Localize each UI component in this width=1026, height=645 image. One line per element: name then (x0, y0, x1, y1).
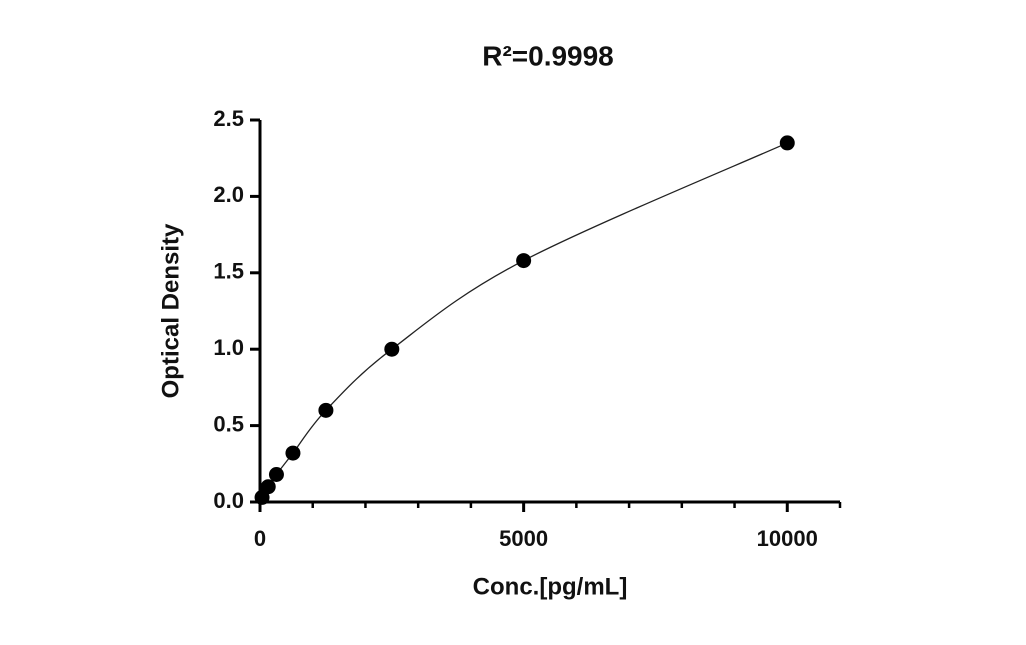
data-point (384, 341, 400, 357)
y-tick-label: 0.5 (213, 411, 244, 436)
x-tick-label: 5000 (499, 526, 548, 551)
x-tick-label: 0 (254, 526, 266, 551)
fit-curve (261, 142, 788, 498)
data-point (779, 135, 795, 151)
y-axis-label: Optical Density (157, 223, 184, 398)
y-tick-label: 1.5 (213, 259, 244, 284)
data-point (516, 253, 532, 269)
y-tick-label: 1.0 (213, 335, 244, 360)
data-point (268, 466, 284, 482)
x-tick-label: 10000 (757, 526, 818, 551)
y-tick-label: 2.0 (213, 182, 244, 207)
y-tick-label: 2.5 (213, 106, 244, 131)
data-point (318, 402, 334, 418)
data-point (285, 445, 301, 461)
y-tick-label: 0.0 (213, 488, 244, 513)
x-axis-label: Conc.[pg/mL] (473, 573, 628, 600)
chart-title: R²=0.9998 (482, 40, 614, 71)
data-point (260, 479, 276, 495)
